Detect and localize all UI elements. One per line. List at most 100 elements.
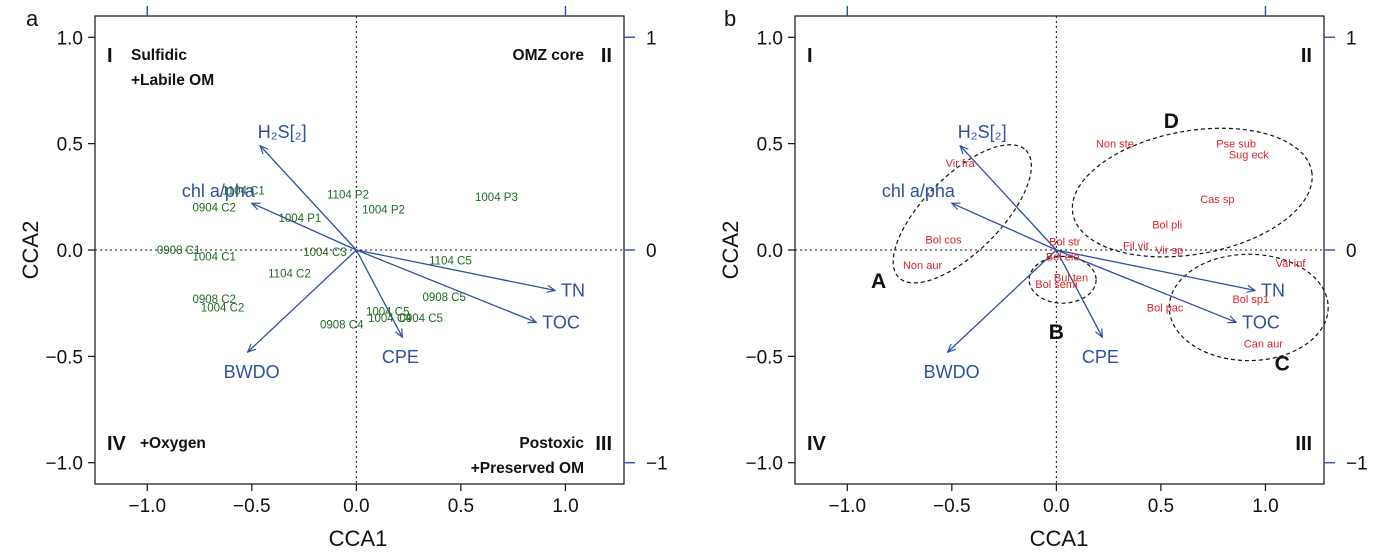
x-tick-label: −1.0 (829, 496, 867, 517)
x-axis-label: CCA1 (1030, 526, 1089, 551)
arrow-label: TN (1261, 280, 1285, 300)
x-tick-label: 0.5 (448, 496, 474, 517)
sample-point-label: Vir sp (1155, 245, 1183, 257)
quadrant-label: +Oxygen (140, 435, 206, 452)
sample-point-label: Can aur (1244, 339, 1283, 351)
y-tick-label: 0.0 (757, 241, 783, 262)
sample-point-label: 0904 C2 (192, 202, 235, 214)
quadrant-label: Sulfidic (131, 47, 187, 64)
sample-point-label: Sug eck (1229, 149, 1269, 161)
arrow-label: H₂S[₂] (258, 122, 307, 142)
arrow-label: chl a/pha (882, 181, 956, 201)
quadrant-numeral: I (807, 45, 813, 67)
panel-label: b (724, 6, 736, 31)
group-ellipse (892, 144, 1032, 284)
y-tick-label: 0.5 (57, 135, 83, 156)
y-tick-label: 0.0 (57, 241, 83, 262)
quadrant-label: +Preserved OM (471, 460, 584, 477)
arrow-label: TOC (542, 312, 580, 332)
y-tick-label: −0.5 (745, 347, 783, 368)
cca-panel-a: a CCA2 CCA1 −1.0 −0.5 0.0 0.5 1.0 −1.0 −0.5 0.0… (18, 6, 668, 551)
y-tick-label: −1.0 (745, 454, 783, 475)
sample-point-label: 0908 C1 (157, 245, 200, 257)
quadrant-numeral: III (1295, 433, 1312, 455)
arrow-label: chl a/pha (182, 181, 256, 201)
quadrant-label: Postoxic (519, 435, 584, 452)
sample-point-label: 1104 C1 (222, 185, 265, 197)
biplot-arrow (952, 202, 1057, 251)
biplot-arrow (960, 146, 1057, 251)
y-tick-label: 0.5 (757, 135, 783, 156)
right-tick-label: 0 (646, 241, 657, 262)
y-tick-label: −0.5 (45, 347, 83, 368)
biplot-arrow (260, 146, 357, 251)
right-tick-label: 1 (1346, 28, 1357, 49)
sample-point-label: Bol str (1049, 236, 1081, 248)
quadrant-label: OMZ core (513, 47, 585, 64)
sample-point-label: Pse sub (1216, 139, 1256, 151)
sample-point-label: Bol cos (925, 234, 962, 246)
arrow-label: BWDO (224, 362, 280, 382)
sample-point-label: Non ste (1096, 139, 1134, 151)
arrow-label: BWDO (924, 362, 980, 382)
biplot-arrow (356, 249, 536, 322)
x-axis-label: CCA1 (329, 526, 388, 551)
sample-point-label: Bol sp1 (1232, 294, 1269, 306)
y-tick-label: −1.0 (45, 454, 83, 475)
y-axis-label: CCA2 (718, 221, 743, 280)
biplot-arrow (356, 249, 555, 290)
x-tick-label: 0.5 (1148, 496, 1174, 517)
x-tick-label: 0.0 (1043, 496, 1069, 517)
y-axis-label: CCA2 (18, 221, 43, 280)
x-tick-label: −0.5 (933, 496, 971, 517)
y-tick-label: 1.0 (57, 28, 83, 49)
sample-point-label: 0908 C5 (422, 292, 465, 304)
group-label: A (871, 270, 886, 293)
biplot-arrow (948, 249, 1057, 352)
group-ellipse (1071, 127, 1313, 258)
sample-point-label: Bol pac (1147, 302, 1184, 314)
sample-point-label: Vir fra (946, 158, 976, 170)
quadrant-label: +Labile OM (131, 72, 214, 89)
panel-label: a (26, 6, 39, 31)
sample-point-label: 1004 P2 (362, 205, 405, 217)
group-ellipse (1168, 253, 1329, 362)
y-tick-label: 1.0 (757, 28, 783, 49)
group-ellipse (1028, 255, 1097, 304)
arrow-label: TOC (1242, 312, 1280, 332)
arrow-label: CPE (382, 347, 419, 367)
arrow-label: CPE (1082, 347, 1119, 367)
biplot-arrow (1055, 249, 1102, 337)
sample-point-label: 1104 C5 (429, 256, 472, 268)
sample-point-label: Bul ten (1054, 273, 1088, 285)
biplot-arrow (252, 202, 357, 251)
x-tick-label: 0.0 (343, 496, 369, 517)
sample-point-label: 1004 C1 (192, 251, 235, 263)
sample-point-label: 1104 C2 (268, 268, 311, 280)
cca-panel-b: b CCA2 CCA1 −1.0 −0.5 0.0 0.5 1.0 −1.0 −0.5 0.0… (718, 6, 1368, 551)
sample-point-label: 1004 C3 (303, 247, 346, 259)
sample-point-label: Val inf (1276, 258, 1307, 270)
x-tick-label: −1.0 (129, 496, 167, 517)
right-tick-label: 1 (646, 28, 657, 49)
sample-point-label: 1004 C2 (201, 302, 244, 314)
quadrant-numeral: IV (107, 433, 127, 455)
sample-point-label: 0904 C5 (399, 313, 442, 325)
sample-point-label: 0908 C2 (192, 294, 235, 306)
quadrant-numeral: I (107, 45, 113, 67)
sample-point-label: 1104 P2 (327, 190, 369, 202)
sample-point-label: 1004 C5 (366, 307, 409, 319)
sample-point-label: 1004 C4 (368, 313, 412, 325)
sample-point-label: Bol pli (1152, 219, 1182, 231)
group-label: D (1164, 110, 1179, 133)
arrow-label: TN (561, 280, 585, 300)
biplot-arrow (248, 249, 357, 352)
sample-point-label: Cas sp (1200, 194, 1234, 206)
sample-point-label: Bol ele (1046, 251, 1080, 263)
right-tick-label: 0 (1346, 241, 1357, 262)
group-label: C (1275, 353, 1290, 376)
right-tick-label: −1 (1346, 454, 1368, 475)
sample-point-label: 1004 P1 (278, 213, 321, 225)
x-tick-label: 1.0 (1252, 496, 1278, 517)
